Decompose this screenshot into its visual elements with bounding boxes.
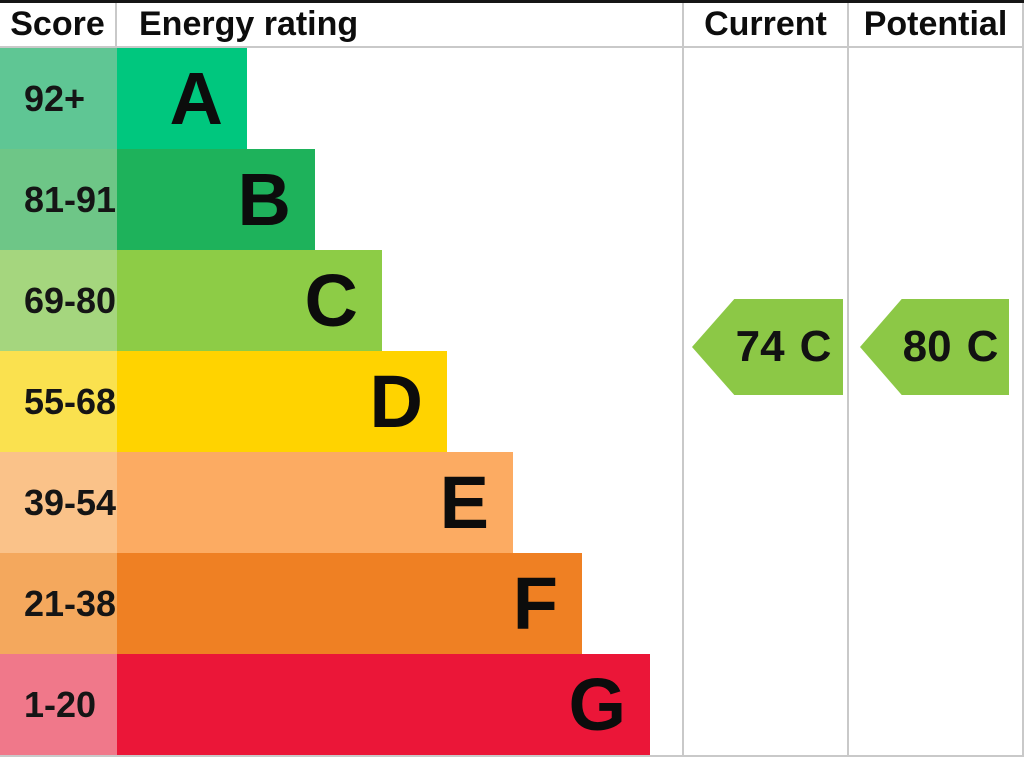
current-band-letter: C bbox=[799, 322, 832, 371]
score-label: 55-68 bbox=[24, 380, 117, 422]
band-letter: C bbox=[304, 258, 358, 342]
score-label: 92+ bbox=[24, 77, 86, 119]
rating-bar: B bbox=[117, 149, 315, 250]
current-column: Current 74 C bbox=[682, 3, 847, 755]
current-column-body: 74 C bbox=[684, 48, 847, 755]
rating-bar: C bbox=[117, 250, 382, 351]
header-energy-rating: Energy rating bbox=[139, 5, 359, 43]
band-letter: E bbox=[439, 460, 489, 544]
band-row-e: 39-54 E bbox=[0, 452, 682, 553]
score-label: 39-54 bbox=[24, 481, 117, 523]
rating-bar: E bbox=[117, 452, 513, 553]
current-arrow: 74 C bbox=[692, 299, 843, 395]
bottom-border bbox=[0, 755, 1024, 757]
band-row-b: 81-91 B bbox=[0, 149, 682, 250]
band-row-d: 55-68 D bbox=[0, 351, 682, 452]
score-label: 69-80 bbox=[24, 279, 117, 321]
rating-bar: D bbox=[117, 351, 447, 452]
score-cell: 81-91 bbox=[0, 149, 117, 250]
score-label: 21-38 bbox=[24, 582, 117, 624]
band-letter: B bbox=[237, 157, 291, 241]
header-potential: Potential bbox=[849, 3, 1022, 48]
potential-arrow: 80 C bbox=[860, 299, 1009, 395]
band-letter: A bbox=[169, 56, 223, 140]
score-cell: 92+ bbox=[0, 48, 117, 149]
band-row-a: 92+ A bbox=[0, 48, 682, 149]
potential-value: 80 bbox=[902, 322, 952, 371]
score-cell: 1-20 bbox=[0, 654, 117, 755]
rating-bar: G bbox=[117, 654, 650, 755]
potential-column: Potential 80 C bbox=[847, 3, 1024, 755]
potential-band-letter: C bbox=[966, 322, 999, 371]
score-label: 81-91 bbox=[24, 178, 117, 220]
band-row-g: 1-20 G bbox=[0, 654, 682, 755]
header-row: Score Energy rating bbox=[0, 3, 682, 48]
band-letter: G bbox=[568, 662, 626, 746]
score-label: 1-20 bbox=[24, 683, 97, 725]
band-row-f: 21-38 F bbox=[0, 553, 682, 654]
potential-column-body: 80 C bbox=[849, 48, 1022, 755]
header-score: Score bbox=[0, 3, 117, 46]
chart-grid: Score Energy rating 92+ A 81-91 B 69-80 … bbox=[0, 3, 1024, 755]
band-letter: D bbox=[369, 359, 423, 443]
score-cell: 21-38 bbox=[0, 553, 117, 654]
score-and-bars-region: Score Energy rating 92+ A 81-91 B 69-80 … bbox=[0, 3, 682, 755]
score-cell: 69-80 bbox=[0, 250, 117, 351]
band-letter: F bbox=[512, 561, 558, 645]
top-border bbox=[0, 0, 1024, 3]
header-current: Current bbox=[684, 3, 847, 48]
rating-bar: F bbox=[117, 553, 582, 654]
score-cell: 55-68 bbox=[0, 351, 117, 452]
current-value: 74 bbox=[735, 322, 785, 371]
band-row-c: 69-80 C bbox=[0, 250, 682, 351]
score-cell: 39-54 bbox=[0, 452, 117, 553]
rating-bar: A bbox=[117, 48, 247, 149]
